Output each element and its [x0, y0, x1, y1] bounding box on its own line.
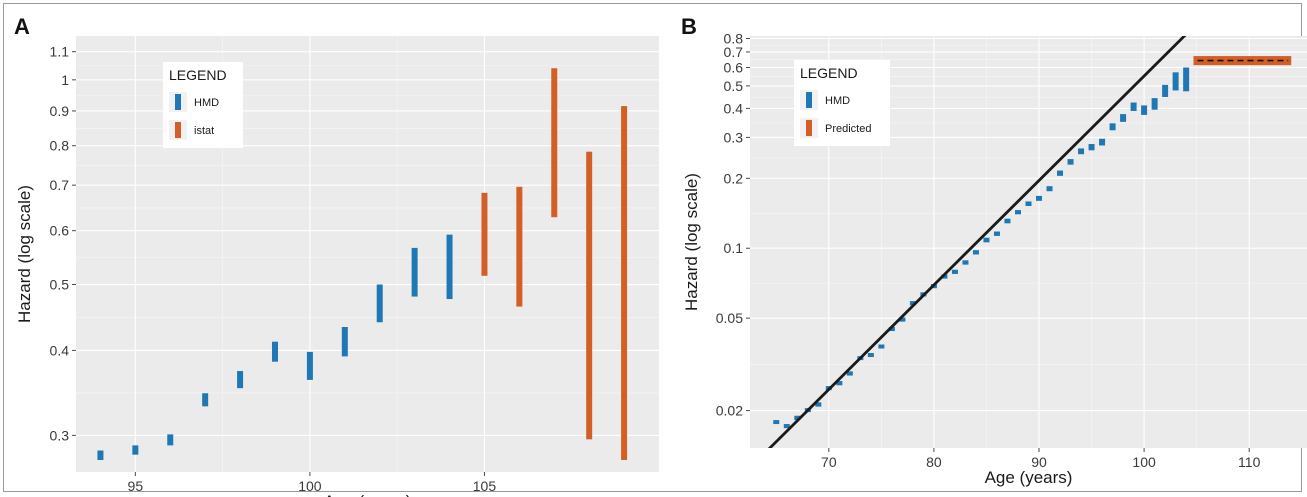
data-bar-hmd	[783, 424, 790, 429]
panel-label: B	[681, 14, 697, 39]
fitted-line	[767, 36, 1187, 448]
data-bar-istat	[586, 151, 593, 440]
data-bar-hmd	[1046, 186, 1053, 192]
y-axis-title: Hazard (log scale)	[682, 173, 701, 311]
data-bar-hmd	[1004, 218, 1011, 224]
legend-label-hmd: HMD	[194, 97, 219, 109]
data-bar-hmd	[237, 371, 244, 389]
y-axis-title: Hazard (log scale)	[15, 185, 34, 323]
data-bar-hmd	[167, 434, 174, 446]
data-bar-hmd	[1067, 159, 1074, 165]
data-bar-hmd	[1088, 144, 1095, 151]
data-bar-hmd	[97, 450, 104, 460]
y-tick-label: 0.7	[50, 177, 70, 193]
y-tick-label: 0.05	[716, 310, 743, 326]
data-bar-hmd	[836, 381, 843, 386]
x-tick-label: 70	[821, 454, 837, 470]
data-bar-hmd	[446, 234, 453, 300]
data-bar-hmd	[1057, 170, 1064, 176]
data-bar-hmd	[951, 269, 958, 274]
data-bar-hmd	[846, 371, 853, 376]
y-tick-label: 0.7	[724, 44, 744, 60]
data-bar-hmd	[1172, 72, 1179, 91]
panel-label: A	[14, 14, 30, 39]
data-bar-hmd	[983, 237, 990, 243]
data-bar-hmd	[1120, 114, 1127, 122]
x-axis-title: Age (years)	[985, 468, 1073, 487]
data-bar-hmd	[909, 301, 916, 306]
data-bar-hmd	[888, 326, 895, 332]
x-tick-label: 100	[1132, 454, 1156, 470]
legend-label-istat: istat	[194, 125, 214, 137]
y-tick-label: 0.8	[50, 138, 70, 154]
data-bar-hmd	[1099, 138, 1106, 146]
legend-title: LEGEND	[169, 67, 227, 83]
y-tick-label: 0.8	[724, 30, 744, 46]
data-bar-hmd	[1151, 98, 1158, 110]
data-bar-istat	[481, 192, 488, 276]
data-bar-hmd	[1162, 84, 1169, 97]
data-bar-hmd	[1036, 195, 1043, 201]
legend-label-hmd: HMD	[825, 95, 850, 107]
data-bar-hmd	[1078, 148, 1085, 155]
x-tick-label: 80	[926, 454, 942, 470]
data-bar-hmd	[962, 260, 969, 265]
data-bar-hmd	[1014, 210, 1021, 215]
data-bar-hmd	[341, 327, 348, 357]
chart-panel-b: B 0.02 0.05 0.1 0.2 0.3 0.4 0.5 0.60.70.8 70 80 90 1…	[681, 14, 1307, 487]
y-tick-label: 0.6	[50, 223, 70, 239]
y-tick-label: 0.3	[50, 427, 70, 443]
x-tick-label: 105	[473, 478, 497, 494]
data-bar-hmd	[972, 250, 979, 255]
data-bar-hmd	[878, 344, 885, 349]
data-bar-hmd	[132, 445, 139, 455]
y-tick-label: 0.4	[724, 100, 744, 116]
y-tick-label: 0.4	[50, 342, 70, 358]
legend-key-hmd	[175, 94, 181, 110]
data-bar-hmd	[1183, 67, 1190, 92]
data-bar-hmd	[411, 247, 418, 297]
x-tick-label: 95	[128, 478, 144, 494]
y-tick-label: 1.1	[50, 44, 70, 60]
y-tick-label: 0.5	[724, 78, 744, 94]
data-bar-istat	[551, 68, 558, 218]
data-bar-hmd	[773, 420, 780, 425]
x-axis-title: Age (years)	[324, 492, 412, 497]
legend-key-hmd	[806, 92, 812, 108]
y-tick-label: 0.6	[724, 60, 744, 76]
data-bar-istat	[621, 106, 628, 460]
legend-key-istat	[175, 122, 181, 138]
legend-key-predicted	[806, 120, 812, 136]
y-tick-label: 0.5	[50, 277, 70, 293]
y-tick-label: 0.3	[724, 129, 744, 145]
data-bar-hmd	[941, 274, 948, 279]
data-bar-hmd	[271, 341, 278, 362]
data-bar-istat	[516, 186, 523, 307]
x-tick-label: 110	[1238, 454, 1261, 470]
data-bar-hmd	[794, 415, 801, 421]
data-bar-hmd	[376, 284, 383, 323]
data-bar-hmd	[899, 317, 906, 322]
y-tick-label: 0.2	[724, 170, 744, 186]
data-bar-hmd	[306, 351, 313, 380]
data-bar-hmd	[993, 231, 1000, 236]
chart-panel-a: A 0.3 0.4 0.5 0.6 0.7 0.8 0.9 1 1.1 95 100 105 Age (y…	[14, 14, 659, 497]
legend-label-predicted: Predicted	[825, 123, 871, 135]
legend-title: LEGEND	[800, 65, 858, 81]
data-bar-hmd	[867, 352, 874, 358]
x-tick-label: 90	[1031, 454, 1047, 470]
data-bar-hmd	[815, 402, 822, 407]
y-tick-label: 1	[61, 72, 69, 88]
data-bar-hmd	[1025, 201, 1032, 207]
data-bar-hmd	[1141, 105, 1148, 115]
data-bar-hmd	[202, 393, 209, 407]
y-tick-label: 0.1	[724, 240, 744, 256]
x-tick-label: 100	[298, 478, 322, 494]
data-bar-hmd	[1130, 102, 1137, 111]
data-bar-hmd	[1109, 123, 1116, 131]
y-tick-label: 0.02	[716, 403, 743, 419]
y-tick-label: 0.9	[50, 103, 70, 119]
